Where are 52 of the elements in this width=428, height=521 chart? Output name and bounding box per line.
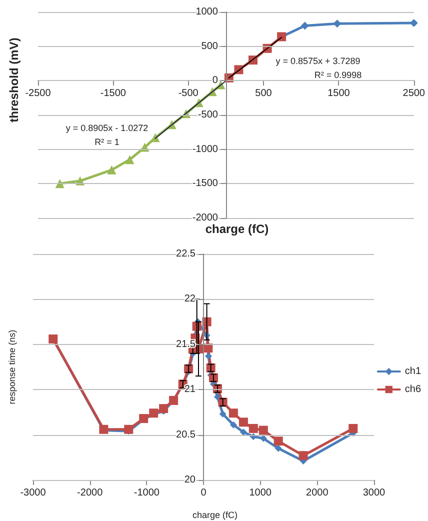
y-tick-label: 1000 xyxy=(196,6,218,18)
x-axis-title: charge (fC) xyxy=(192,510,238,520)
y-tick-label: 21 xyxy=(184,384,196,396)
point xyxy=(298,451,308,460)
y-tick-label: 500 xyxy=(201,40,218,52)
point xyxy=(159,404,168,414)
y-tick-label: 21.5 xyxy=(176,338,196,350)
point xyxy=(124,424,134,434)
point xyxy=(248,424,258,433)
point xyxy=(274,436,283,446)
x-tick-label: 2500 xyxy=(402,88,426,100)
point xyxy=(230,421,237,428)
point xyxy=(238,418,248,427)
x-tick-label: 1000 xyxy=(249,488,272,498)
x-tick-label: -1500 xyxy=(100,88,126,100)
x-tick-label: 500 xyxy=(255,88,272,100)
annotation: R² = 1 xyxy=(94,137,120,147)
y-axis-title: threshold (mV) xyxy=(7,38,21,122)
x-tick-label: 3000 xyxy=(362,488,386,498)
y-tick-label: 22.5 xyxy=(176,248,196,260)
y-tick-label: 20 xyxy=(184,474,196,486)
point xyxy=(107,165,116,174)
point xyxy=(125,155,134,164)
y-tick-label: 0 xyxy=(212,75,218,86)
y-tick-label: -1500 xyxy=(192,178,218,190)
x-axis-title: charge (fC) xyxy=(205,222,269,236)
x-tick-label: -2500 xyxy=(25,88,52,100)
x-tick-label: 2000 xyxy=(306,488,329,498)
y-tick-label: -500 xyxy=(198,110,218,120)
x-tick-label: -1000 xyxy=(134,488,160,498)
y-tick-label: -1000 xyxy=(192,144,218,155)
x-tick-label: -3000 xyxy=(20,488,46,498)
x-tick-label: -2000 xyxy=(77,488,104,498)
point xyxy=(258,426,268,435)
y-tick-label: 22 xyxy=(184,294,196,305)
annotation: R² = 0.9998 xyxy=(314,70,362,80)
y-axis-title: response time (ns) xyxy=(7,330,17,404)
legend-label: ch6 xyxy=(404,384,422,395)
annotation: y = 0.8905x - 1.0272 xyxy=(66,123,148,133)
point xyxy=(300,22,309,30)
point xyxy=(205,352,212,360)
x-tick-label: 1500 xyxy=(328,88,350,100)
y-tick-label: -2000 xyxy=(192,212,218,224)
point xyxy=(240,428,247,436)
y-tick-label: 20.5 xyxy=(176,429,196,440)
point xyxy=(219,410,226,418)
point xyxy=(274,444,282,452)
point xyxy=(228,408,238,418)
annotation: y = 0.8575x + 3.7289 xyxy=(276,56,360,66)
point xyxy=(333,20,342,28)
point xyxy=(348,424,358,433)
legend-label: ch1 xyxy=(404,366,422,377)
